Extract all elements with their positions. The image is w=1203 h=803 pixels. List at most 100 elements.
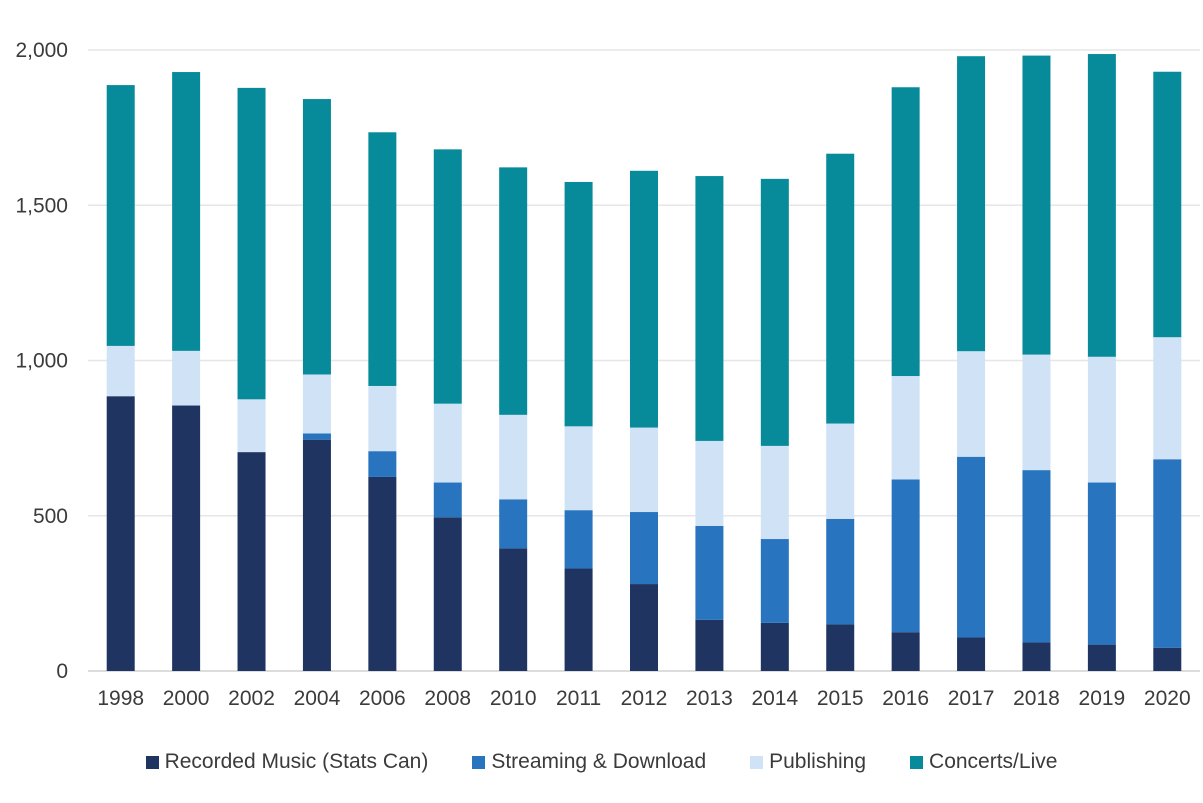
bar-segment [891,87,920,377]
bar-segment [630,512,658,585]
x-tick-label: 2013 [686,687,733,710]
bar-segment [891,376,920,480]
legend-swatch [910,755,924,769]
bar-segment [826,518,855,625]
legend-label: Recorded Music (Stats Can) [164,750,429,773]
bar-segment [826,153,855,424]
bar-segment [499,167,528,415]
x-tick-label: 2012 [621,687,668,710]
bar-segment [695,619,724,671]
bar-segment [172,405,201,671]
x-tick-label: 2016 [882,687,929,710]
bar-segment [1087,482,1116,645]
bar-segment [957,56,986,352]
bar-segment [1153,337,1182,460]
x-axis-ticks: 1998 2000 2002 2004 2006 2008 2010 2011 2012 2013… [97,687,1190,710]
bar-segment [237,399,266,453]
x-tick-label: 2017 [948,687,995,710]
bar-segment [1022,55,1051,355]
x-tick-label: 2008 [424,687,471,710]
x-tick-label: 2020 [1144,687,1191,710]
bar-segment [499,548,528,671]
bar-segment [760,622,789,671]
bar-segment [1153,459,1182,648]
bar-segment [695,440,724,526]
bar-segment [1022,354,1051,471]
bar-segment [499,414,528,500]
bar-segment [564,181,593,427]
stacked-bar-chart: 0 500 1,000 1,500 2,000 1998 2000 2002 2004 2006… [15,39,1200,710]
bar-segment [695,525,724,620]
bar-segment [433,482,462,518]
x-tick-label: 2014 [751,687,798,710]
bar-segment [760,445,789,540]
bar-segment [237,87,266,400]
bar-segment [957,351,986,457]
legend-label: Streaming & Download [491,750,707,773]
bar-segment [957,637,986,671]
bar-segment [1087,644,1116,671]
y-tick-label: 2,000 [15,39,68,62]
x-tick-label: 2015 [817,687,864,710]
legend-swatch [472,755,486,769]
x-tick-label: 2004 [294,687,341,710]
bar-segment [891,479,920,633]
x-tick-label: 2019 [1079,687,1126,710]
x-tick-label: 2002 [228,687,275,710]
y-axis-ticks: 0 500 1,000 1,500 2,000 [15,39,68,683]
bar-segment [564,510,593,569]
bar-stacks [106,54,1182,671]
x-tick-label: 2011 [556,687,601,710]
legend-swatch [145,755,159,769]
bar-segment [760,539,789,623]
bar-segment [302,374,331,434]
legend-swatch [750,755,764,769]
bar-segment [302,439,331,671]
bar-segment [302,99,331,375]
y-tick-label: 0 [56,660,68,683]
legend-label: Publishing [769,750,867,773]
bar-segment [957,456,986,638]
bar-segment [1022,470,1051,643]
bar-segment [499,499,528,549]
bar-segment [368,476,397,671]
bar-segment [1022,642,1051,671]
bar-segment [826,423,855,519]
x-tick-label: 2006 [359,687,406,710]
bar-segment [368,385,397,452]
legend: Recorded Music (Stats Can) Streaming & Do… [0,742,1203,782]
bar-segment [1153,71,1182,338]
bar-segment [106,85,135,346]
bar-segment [106,345,135,397]
legend-label: Concerts/Live [929,750,1058,773]
bar-segment [891,632,920,671]
bar-segment [1087,54,1116,357]
bar-segment [368,451,397,477]
bar-segment [826,624,855,671]
x-tick-label: 2010 [490,687,537,710]
legend-item: Publishing [750,750,866,774]
legend-item: Concerts/Live [910,750,1057,774]
bar-segment [695,176,724,441]
bar-segment [433,149,462,404]
y-tick-label: 1,500 [15,194,68,217]
legend-item: Streaming & Download [472,750,706,774]
bar-segment [630,170,658,428]
bar-segment [433,403,462,483]
bar-segment [630,427,658,513]
bar-segment [433,517,462,671]
bar-segment [564,568,593,671]
bar-segment [1087,356,1116,483]
bar-segment [760,178,789,446]
bar-segment [172,350,201,406]
x-tick-label: 2000 [163,687,210,710]
bar-segment [302,433,331,440]
bar-segment [106,396,135,671]
bar-segment [630,584,658,671]
bar-segment [1153,647,1182,671]
legend-item: Recorded Music (Stats Can) [145,750,429,774]
bar-segment [237,452,266,671]
bar-segment [564,426,593,511]
y-tick-label: 500 [33,505,68,528]
bar-segment [172,72,201,351]
